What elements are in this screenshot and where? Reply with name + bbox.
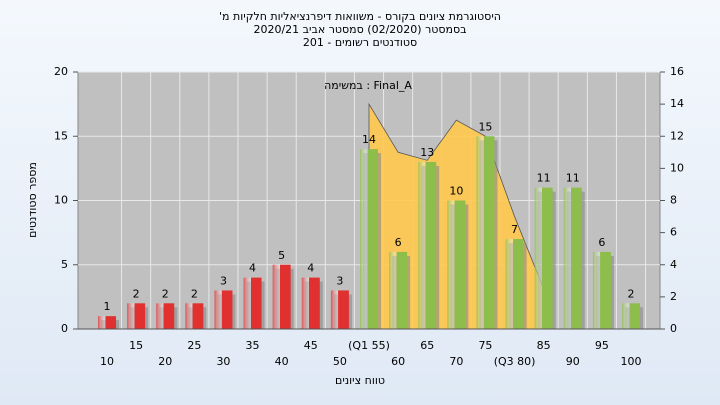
y2-tick-label: 10 <box>670 161 684 174</box>
data-label: 2 <box>133 287 140 300</box>
y2-tick-label: 0 <box>670 322 677 335</box>
bar <box>563 187 582 329</box>
data-label: 11 <box>566 172 580 185</box>
x-tick-label: 15 <box>129 339 143 352</box>
y-tick-label: 20 <box>54 65 68 78</box>
data-label: 4 <box>307 262 314 275</box>
y-tick-label: 15 <box>54 129 68 142</box>
data-label: 3 <box>220 274 227 287</box>
x-tick-label: 75 <box>478 339 492 352</box>
x-tick-label: 30 <box>216 355 230 368</box>
y-axis-label: מספר סטודנטים <box>26 162 39 238</box>
x-tick-label: 70 <box>449 355 463 368</box>
x-tick-label: 60 <box>391 355 405 368</box>
bar <box>360 149 378 329</box>
x-tick-label: 40 <box>275 355 289 368</box>
y2-tick-label: 4 <box>670 258 677 271</box>
x-tick-label: 35 <box>246 339 260 352</box>
data-label: 2 <box>162 287 169 300</box>
data-label: 7 <box>511 223 518 236</box>
bar <box>534 187 553 329</box>
data-label: 1 <box>104 300 111 313</box>
bar <box>127 303 146 329</box>
x-tick-label: 95 <box>595 339 609 352</box>
y-tick-label: 0 <box>61 322 68 335</box>
bar <box>301 277 320 329</box>
bar <box>156 303 175 329</box>
data-label: 13 <box>420 146 434 159</box>
bar <box>592 251 611 329</box>
bar <box>272 264 291 329</box>
x-tick-label: 25 <box>187 339 201 352</box>
bar <box>98 316 116 329</box>
data-label: 2 <box>628 287 635 300</box>
data-label: 14 <box>362 133 376 146</box>
bar <box>330 290 349 329</box>
bar <box>389 251 408 329</box>
x-tick-label: 90 <box>566 355 580 368</box>
bar <box>447 200 466 329</box>
data-label: 6 <box>395 236 402 249</box>
y2-tick-label: 16 <box>670 65 684 78</box>
y2-tick-label: 2 <box>670 290 677 303</box>
data-label: 11 <box>537 172 551 185</box>
title-line: היסטוגרמת ציונים בקורס - משוואות דיפרנצי… <box>219 10 501 23</box>
x-tick-label: (Q1 55) <box>348 339 390 352</box>
x-tick-label: (Q3 80) <box>494 355 536 368</box>
bar <box>185 303 204 329</box>
x-axis-label: טווח ציונים <box>335 374 385 387</box>
x-tick-label: 45 <box>304 339 318 352</box>
x-tick-label: 10 <box>100 355 114 368</box>
data-label: 15 <box>478 120 492 133</box>
title-line: בסמסטר (02/2020) סמסטר אביב 2020/21 <box>253 23 466 36</box>
x-tick-label: 100 <box>621 355 642 368</box>
data-label: 2 <box>191 287 198 300</box>
bar <box>418 161 437 329</box>
bar <box>476 136 495 329</box>
y2-tick-label: 6 <box>670 226 677 239</box>
x-tick-label: 65 <box>420 339 434 352</box>
bar <box>505 239 524 329</box>
annotation: במשימה : Final_A <box>324 79 412 92</box>
data-label: 4 <box>249 262 256 275</box>
y-tick-label: 5 <box>61 258 68 271</box>
y2-tick-label: 12 <box>670 129 684 142</box>
data-label: 3 <box>336 274 343 287</box>
x-tick-label: 50 <box>333 355 347 368</box>
data-label: 6 <box>598 236 605 249</box>
x-tick-label: 20 <box>158 355 172 368</box>
bar <box>214 290 233 329</box>
y2-tick-label: 8 <box>670 194 677 207</box>
bar <box>622 303 640 329</box>
y-tick-label: 10 <box>54 194 68 207</box>
y2-tick-label: 14 <box>670 97 684 110</box>
bar <box>243 277 262 329</box>
title-line: סטודנטים רשומים - 201 <box>303 36 417 49</box>
data-label: 10 <box>449 185 463 198</box>
data-label: 5 <box>278 249 285 262</box>
x-tick-label: 85 <box>537 339 551 352</box>
